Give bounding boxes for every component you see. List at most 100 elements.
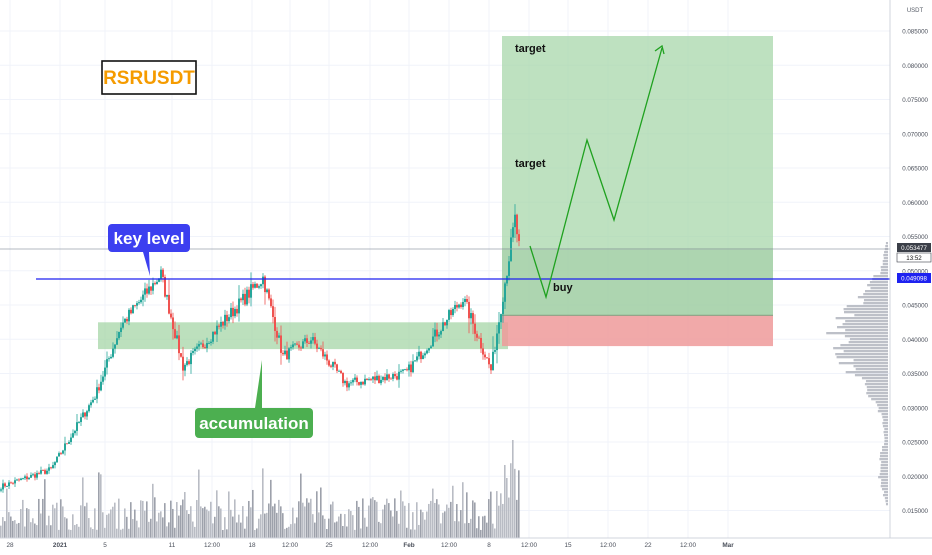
candle-body <box>298 344 300 348</box>
candle-body <box>22 478 24 479</box>
candle-body <box>96 387 98 399</box>
volume-bar <box>466 492 468 538</box>
volume-profile-bar <box>826 332 888 335</box>
candle-body <box>456 304 458 308</box>
candle-body <box>396 376 398 380</box>
volume-profile-bar <box>879 458 888 461</box>
volume-bar <box>394 498 396 538</box>
volume-profile-bar <box>884 443 888 446</box>
candle-body <box>152 283 154 291</box>
candle-body <box>168 294 170 314</box>
candle-body <box>24 476 26 479</box>
candle-body <box>278 335 280 338</box>
time-tick-label: 11 <box>169 542 176 549</box>
candle-body <box>292 344 294 348</box>
candle-body <box>250 284 252 298</box>
volume-profile-bar <box>867 389 888 392</box>
volume-bar <box>358 506 360 538</box>
volume-bar <box>172 508 174 538</box>
candle-body <box>386 374 388 381</box>
candle-body <box>158 278 160 282</box>
candle-body <box>432 336 434 347</box>
candle-body <box>226 314 228 322</box>
volume-bar <box>14 520 16 538</box>
volume-bar <box>302 502 304 538</box>
loss-zone <box>502 315 773 347</box>
volume-bar <box>332 501 334 538</box>
candle-body <box>98 387 100 391</box>
price-tick-label: 0.050000 <box>902 268 928 275</box>
candle-body <box>144 288 146 295</box>
candle-body <box>244 293 246 305</box>
candle-body <box>216 325 218 335</box>
candle-body <box>140 299 142 303</box>
volume-bar <box>364 517 366 538</box>
volume-bar <box>454 521 456 538</box>
candle-body <box>280 335 282 353</box>
volume-bar <box>446 504 448 538</box>
candle-body <box>398 371 400 380</box>
candle-body <box>476 333 478 338</box>
volume-profile-bar <box>863 299 888 302</box>
current-profit-zone <box>502 248 773 316</box>
price-tick-label: 0.075000 <box>902 97 928 104</box>
candle-body <box>228 317 230 322</box>
volume-bar <box>306 498 308 538</box>
volume-profile-bar <box>878 407 888 410</box>
candle-body <box>312 337 314 341</box>
volume-bar <box>62 506 64 538</box>
candle-body <box>468 301 470 319</box>
candle-body <box>206 343 208 349</box>
volume-bar <box>124 508 126 538</box>
volume-profile-bar <box>882 416 888 419</box>
volume-bar <box>330 504 332 538</box>
volume-bar <box>184 492 186 538</box>
candle-body <box>12 482 14 484</box>
volume-bar <box>134 509 136 538</box>
candle-body <box>370 379 372 380</box>
volume-profile-bar <box>880 467 888 470</box>
volume-profile-bar <box>842 323 888 326</box>
volume-bar <box>460 510 462 538</box>
price-tick-label: 0.085000 <box>902 29 928 36</box>
price-tick-label: 0.070000 <box>902 131 928 138</box>
candle-body <box>466 298 468 302</box>
candle-body <box>330 365 332 367</box>
candle-body <box>254 283 256 288</box>
volume-bar <box>372 497 374 538</box>
volume-bar <box>8 512 10 538</box>
price-tick-label: 0.055000 <box>902 234 928 241</box>
volume-bar <box>244 528 246 538</box>
volume-bar <box>512 440 514 538</box>
candle-body <box>454 304 456 310</box>
candle-body <box>240 298 242 301</box>
volume-bar <box>396 511 398 538</box>
volume-bar <box>180 505 182 538</box>
candle-body <box>416 356 418 361</box>
candle-body <box>464 298 466 302</box>
volume-profile-bar <box>878 476 888 479</box>
candle-body <box>490 364 492 371</box>
volume-bar <box>484 515 486 538</box>
volume-bar <box>248 500 250 538</box>
candle-body <box>70 437 72 442</box>
volume-bar <box>120 529 122 538</box>
candle-body <box>380 379 382 384</box>
volume-bar <box>90 527 92 538</box>
volume-bar <box>92 529 94 538</box>
candle-body <box>296 343 298 345</box>
volume-bar <box>188 513 190 538</box>
candle-body <box>272 306 274 318</box>
volume-bar <box>106 514 108 538</box>
candle-body <box>308 342 310 344</box>
volume-profile-bar <box>865 380 888 383</box>
volume-profile-bar <box>845 320 888 323</box>
volume-bar <box>510 463 512 538</box>
volume-bar <box>316 491 318 538</box>
volume-bar <box>166 526 168 538</box>
volume-profile-bar <box>885 500 888 503</box>
volume-bar <box>362 498 364 538</box>
volume-bar <box>86 502 88 538</box>
